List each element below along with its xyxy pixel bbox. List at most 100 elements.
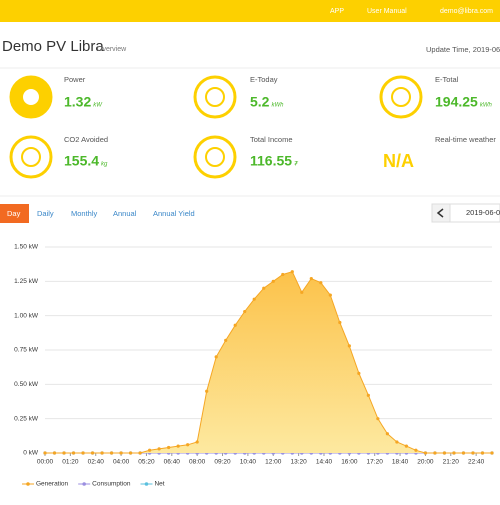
data-point — [119, 451, 123, 455]
stat-value: 1.32 — [64, 94, 91, 110]
data-point — [100, 451, 104, 455]
data-point — [423, 451, 428, 455]
data-point — [471, 451, 475, 455]
data-point — [243, 309, 247, 314]
top-bar — [0, 0, 500, 22]
stat-label: CO2 Avoided — [64, 135, 108, 144]
data-point — [433, 451, 437, 455]
data-point — [366, 393, 370, 397]
stat-value: 5.2 — [250, 94, 270, 110]
data-point — [404, 444, 409, 448]
y-tick-label: 0 kW — [23, 450, 39, 457]
data-point — [148, 448, 152, 452]
data-point — [442, 451, 447, 455]
stat-icon-inner — [205, 147, 225, 167]
stat-value: N/A — [383, 151, 414, 171]
y-tick-label: 1.50 kW — [14, 244, 39, 251]
y-tick-label: 1.00 kW — [14, 312, 39, 319]
data-point — [224, 338, 228, 342]
data-point — [262, 286, 266, 290]
data-point — [452, 451, 456, 455]
x-tick-label: 16:00 — [341, 459, 358, 466]
y-tick-label: 0.25 kW — [14, 415, 39, 422]
tab[interactable]: Monthly — [71, 209, 98, 218]
data-point — [90, 451, 95, 455]
data-point — [214, 355, 218, 359]
x-tick-label: 13:20 — [290, 459, 307, 466]
data-point — [233, 323, 237, 327]
x-tick-label: 05:20 — [138, 459, 155, 466]
stat-label: Real-time weather — [435, 135, 496, 144]
date: 2019-06-0 — [466, 208, 500, 217]
stat-unit: kWh — [271, 103, 284, 109]
x-tick-label: 20:00 — [417, 459, 434, 466]
x-tick-label: 10:40 — [240, 459, 257, 466]
data-point — [138, 451, 142, 455]
y-tick-label: 1.25 kW — [14, 278, 39, 285]
x-tick-label: 17:20 — [367, 459, 384, 466]
data-point — [338, 320, 342, 325]
stat-icon-inner — [391, 87, 411, 107]
data-point — [109, 451, 114, 455]
stat-icon-inner — [21, 87, 41, 107]
stat-value: 194.25 — [435, 94, 478, 110]
stat-icon-inner — [21, 147, 41, 167]
stat-icon — [9, 135, 53, 179]
data-point — [195, 440, 199, 444]
data-point — [43, 451, 47, 455]
data-point — [81, 451, 85, 455]
data-point — [328, 293, 332, 297]
data-point — [300, 290, 304, 294]
data-point — [62, 451, 66, 455]
y-tick-label: 0.50 kW — [14, 381, 39, 388]
tab[interactable]: Daily — [37, 209, 54, 218]
stat-icon-inner — [205, 87, 225, 107]
data-point — [376, 417, 380, 421]
data-point — [252, 297, 256, 301]
data-point — [205, 389, 209, 393]
stat-value: 116.55 — [250, 153, 292, 169]
stat-icon — [379, 75, 423, 119]
data-point — [395, 440, 399, 444]
stat-label: E-Today — [250, 75, 278, 84]
page-subtitle: Overview — [97, 46, 127, 53]
data-point — [71, 451, 76, 455]
tab[interactable]: Day — [7, 209, 21, 218]
x-tick-label: 04:00 — [113, 459, 130, 466]
legend-marker — [82, 482, 86, 486]
legend-label[interactable]: Generation — [36, 481, 69, 488]
stat-unit: ₮ — [294, 162, 299, 168]
tab-active[interactable] — [0, 204, 29, 223]
stat-label: Total Income — [250, 135, 293, 144]
stat-unit: kg — [101, 162, 108, 168]
y-tick-label: 0.75 kW — [14, 347, 39, 354]
menu-item[interactable]: User Manual — [367, 8, 407, 15]
update-time: Update Time, 2019-06 — [426, 45, 500, 54]
x-tick-label: 02:40 — [88, 459, 105, 466]
legend-marker — [144, 482, 149, 486]
x-tick-label: 22:40 — [468, 459, 485, 466]
legend-label[interactable]: Net — [154, 481, 164, 488]
data-point — [385, 432, 389, 436]
prev-icon — [436, 208, 444, 218]
data-point — [461, 451, 466, 455]
stat-label: Power — [64, 75, 86, 84]
stat-label: E-Total — [435, 75, 459, 84]
x-tick-label: 12:00 — [265, 459, 282, 466]
menu-item[interactable]: APP — [330, 8, 344, 15]
x-tick-label: 00:00 — [37, 459, 54, 466]
data-point — [128, 451, 133, 455]
tab[interactable]: Annual Yield — [153, 209, 195, 218]
data-point — [186, 443, 190, 447]
x-tick-label: 09:20 — [214, 459, 231, 466]
tab[interactable]: Annual — [113, 209, 137, 218]
stat-value: 155.4 — [64, 153, 99, 169]
legend-label[interactable]: Consumption — [92, 481, 131, 488]
prev-button[interactable] — [431, 203, 451, 223]
stat-icon — [193, 135, 237, 179]
x-tick-label: 08:00 — [189, 459, 206, 466]
data-point — [480, 451, 485, 455]
menu-item[interactable]: demo@libra.com — [440, 8, 493, 15]
